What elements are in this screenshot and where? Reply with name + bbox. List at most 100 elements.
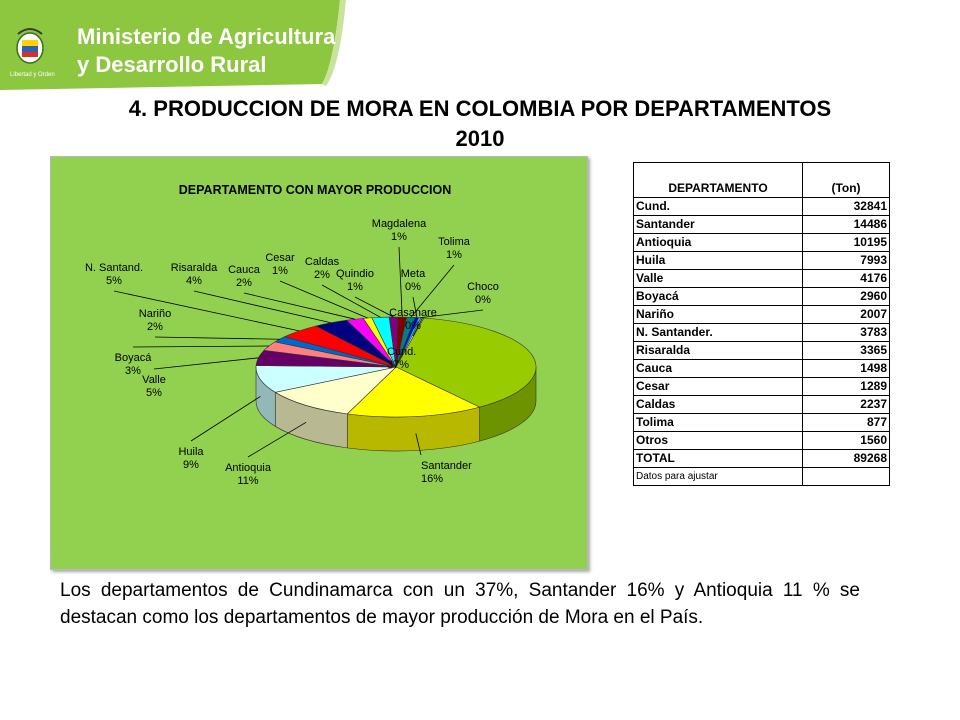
table-row: Valle 4176	[633, 269, 890, 288]
table-cell-ton: 2007	[802, 305, 890, 324]
pie-slice-name: Santander	[421, 460, 472, 472]
ministry-banner: Libertad y Orden Ministerio de Agricultu…	[0, 0, 960, 92]
header-departamento: DEPARTAMENTO	[633, 162, 803, 198]
table-cell-departamento: Cund.	[633, 197, 803, 216]
pie-slice-label: Caldas 2%	[305, 256, 340, 281]
pie-leader-line	[243, 292, 356, 320]
pie-slice-label: Nariño 2%	[139, 308, 171, 333]
pie-slice-label: Antioquia 11%	[225, 462, 272, 487]
chart-title: DEPARTAMENTO CON MAYOR PRODUCCION	[179, 183, 451, 197]
table-cell-departamento: Valle	[633, 269, 803, 288]
table-row: Cauca 1498	[633, 359, 890, 378]
pie-slice-percent: 9%	[183, 459, 199, 471]
pie-slice-name: Cesar	[265, 252, 295, 264]
pie-leader-line	[154, 336, 280, 340]
pie-leader-line	[419, 309, 484, 319]
pie-slice-label: Casanare 0%	[389, 307, 437, 332]
title-line1: PRODUCCION DE MORA EN COLOMBIA POR DEPAR…	[153, 96, 832, 121]
coat-of-arms-icon	[16, 28, 44, 64]
table-total-row: TOTAL 89268	[633, 449, 890, 468]
table-row: Caldas 2237	[633, 395, 890, 414]
pie-leader-line	[113, 290, 300, 332]
table-header-row: DEPARTAMENTO (Ton)	[633, 162, 890, 198]
table-cell-departamento: Otros	[633, 431, 803, 450]
table-row: Boyacá 2960	[633, 287, 890, 306]
pie-slice-percent: 1%	[446, 249, 462, 261]
table-row: Cesar 1289	[633, 377, 890, 396]
pie-leader-line	[153, 357, 259, 370]
table-cell-departamento: Caldas	[633, 395, 803, 414]
table-cell-ton: 10195	[802, 233, 890, 252]
page-title: 4. PRODUCCION DE MORA EN COLOMBIA POR DE…	[30, 94, 930, 154]
pie-slice-label: Meta 0%	[401, 268, 426, 293]
pie-slice-label: Quindio 1%	[336, 268, 374, 293]
table-cell-ton: 2960	[802, 287, 890, 306]
table-row: Cund. 32841	[633, 197, 890, 216]
table-cell-ton: 3365	[802, 341, 890, 360]
pie-slice-percent: 16%	[421, 473, 443, 485]
pie-slice-name: Caldas	[305, 256, 340, 268]
pie-slice-name: Meta	[401, 268, 426, 280]
table-row: Tolima 877	[633, 413, 890, 432]
logo-motto: Libertad y Orden	[10, 72, 55, 78]
title-number: 4.	[128, 96, 148, 121]
table-cell-departamento: Tolima	[633, 413, 803, 432]
pie-slice-label: Boyacá 3%	[115, 352, 153, 377]
pie-slice-label: Santander 16%	[421, 460, 472, 485]
pie-slice-name: Valle	[142, 374, 166, 386]
pie-slice-percent: 5%	[146, 387, 162, 399]
pie-slice-name: Nariño	[139, 308, 171, 320]
pie-slice-label: Tolima 1%	[438, 236, 471, 261]
table-cell-departamento: Antioquia	[633, 233, 803, 252]
pie-leader-line	[410, 264, 455, 318]
pie-chart: DEPARTAMENTO CON MAYOR PRODUCCION Cund. 3…	[85, 183, 537, 487]
table-note-row: Datos para ajustar	[633, 467, 890, 486]
pie-leader-line	[415, 433, 422, 456]
table-cell-departamento: Risaralda	[633, 341, 803, 360]
pie-leader-line	[190, 396, 261, 442]
pie-slice-percent: 2%	[147, 321, 163, 333]
pie-slice-name: Magdalena	[372, 218, 427, 230]
table-cell-ton: 7993	[802, 251, 890, 270]
pie-slice-percent: 11%	[237, 475, 258, 487]
pie-slice-percent: 2%	[314, 269, 330, 281]
ministry-name-line2: y Desarrollo Rural	[77, 52, 267, 77]
table-cell-departamento: Santander	[633, 215, 803, 234]
pie-slice-percent: 5%	[106, 275, 122, 287]
pie-slice-percent: 0%	[405, 320, 421, 332]
pie-slice-percent: 4%	[186, 275, 202, 287]
conclusion-text: Los departamentos de Cundinamarca con un…	[60, 580, 860, 628]
pie-leader-line	[247, 421, 307, 458]
table-cell-departamento: Boyacá	[633, 287, 803, 306]
pie-slice-label: N. Santand. 5%	[85, 262, 143, 287]
pie-slice-name: Cauca	[228, 264, 261, 276]
pie-leader-line	[412, 317, 423, 337]
table-row: N. Santander. 3783	[633, 323, 890, 342]
total-value: 89268	[802, 449, 890, 468]
pie-slice-label: Cund. 37%	[387, 346, 416, 371]
pie-slice-santander	[346, 366, 481, 418]
title-line2: 2010	[455, 126, 505, 151]
table-row: Huila 7993	[633, 251, 890, 270]
pie-leader-line	[193, 290, 331, 324]
table-cell-ton: 1498	[802, 359, 890, 378]
pie-slice-label: Magdalena 1%	[372, 218, 427, 243]
ministry-name-line1: Ministerio de Agricultura	[77, 24, 336, 49]
table-cell-ton: 2237	[802, 395, 890, 414]
table-cell-ton: 32841	[802, 197, 890, 216]
pie-slice-antioquia	[274, 366, 397, 415]
table-cell-ton: 3783	[802, 323, 890, 342]
pie-slice-percent: 3%	[125, 365, 141, 377]
table-cell-ton: 14486	[802, 215, 890, 234]
pie-slice-name: Risaralda	[171, 262, 218, 274]
pie-slice-percent: 1%	[272, 265, 288, 277]
table-row: Santander 14486	[633, 215, 890, 234]
pie-slice-label: Valle 5%	[142, 374, 166, 399]
table-cell-departamento: N. Santander.	[633, 323, 803, 342]
pie-slice-name: Choco	[467, 281, 499, 293]
pie-slice-label: Huila 9%	[178, 446, 204, 471]
pie-slice-percent: 1%	[391, 231, 407, 243]
table-cell-ton: 1560	[802, 431, 890, 450]
pie-leader-line	[321, 284, 381, 318]
pie-slice-percent: 1%	[347, 281, 363, 293]
